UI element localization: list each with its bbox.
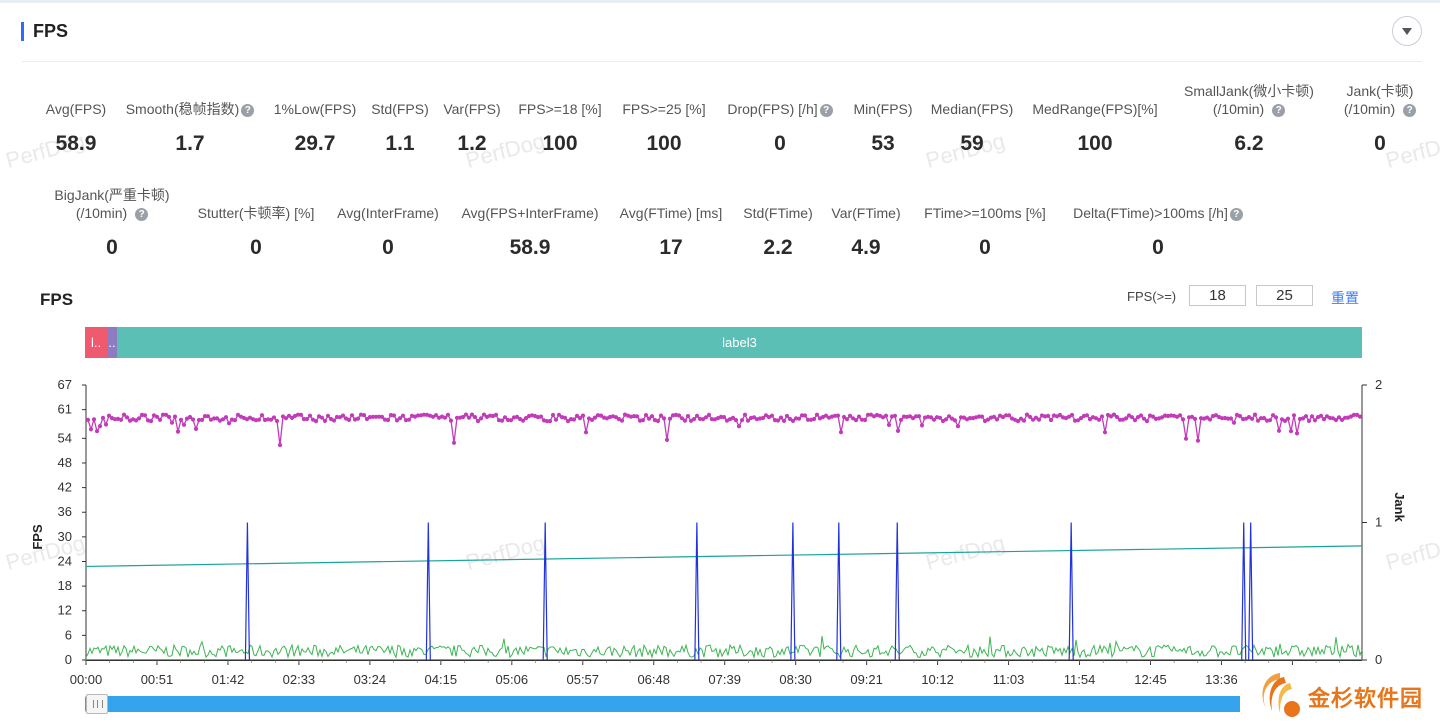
metric-value: 0: [382, 236, 394, 259]
metric-value: 100: [646, 132, 682, 155]
metric-value: 29.7: [294, 132, 336, 155]
metric-label: 1%Low(FPS): [273, 101, 357, 117]
metric-value: 0: [250, 236, 262, 259]
metric-label: FPS>=25 [%]: [622, 101, 706, 117]
metric-card: FTime>=100ms [%] 0: [885, 204, 1085, 260]
metric-label: Smooth(稳帧指数)?: [90, 100, 290, 118]
metric-label: FTime>=100ms [%]: [924, 205, 1046, 221]
metric-value: 0: [774, 132, 786, 155]
metric-label-unit: (/10min)?: [12, 204, 212, 222]
help-icon[interactable]: ?: [819, 104, 833, 117]
help-icon[interactable]: ?: [135, 208, 149, 221]
metric-label: Var(FPS): [443, 101, 501, 117]
metric-card: Avg(FPS) 58.9: [0, 100, 176, 156]
metric-value: 1.7: [175, 132, 205, 155]
panel-title: FPS: [33, 21, 69, 41]
metric-card: Avg(InterFrame) 0: [288, 204, 488, 260]
metric-label-unit: (/10min)?: [1149, 100, 1349, 118]
help-icon[interactable]: ?: [1272, 104, 1286, 117]
metric-value: 53: [871, 132, 895, 155]
timeline-scrollbar[interactable]: [85, 696, 1245, 712]
metric-label: Avg(InterFrame): [337, 205, 439, 221]
help-icon[interactable]: ?: [241, 104, 255, 117]
metric-value: 17: [659, 236, 683, 259]
metric-value: 100: [542, 132, 578, 155]
metric-card: Delta(FTime)>100ms [/h]? 0: [1058, 204, 1258, 260]
metric-label: MedRange(FPS)[%]: [1032, 101, 1158, 117]
metric-label: BigJank(严重卡顿): [54, 187, 170, 203]
metric-card: Jank(卡顿) (/10min)? 0: [1280, 82, 1440, 156]
metric-label: Avg(FTime) [ms]: [619, 205, 723, 221]
metric-card: SmallJank(微小卡顿) (/10min)? 6.2: [1149, 82, 1349, 156]
metric-label: Avg(FPS): [45, 101, 107, 117]
metric-card: Avg(FTime) [ms] 17: [571, 204, 771, 260]
metric-label: Jank(卡顿): [1346, 83, 1414, 99]
metric-card: Min(FPS) 53: [783, 100, 983, 156]
metric-value: 0: [979, 236, 991, 259]
metric-value: 0: [1152, 236, 1164, 259]
label-segment-1[interactable]: l..: [85, 327, 107, 358]
label-segment-2[interactable]: ..: [107, 327, 117, 358]
metric-card: Std(FPS) 1.1: [300, 100, 500, 156]
metric-label-unit: (/10min)?: [1280, 100, 1440, 118]
metric-value: 58.9: [509, 236, 551, 259]
metric-value: 59: [960, 132, 984, 155]
metric-value: 2.2: [763, 236, 793, 259]
metric-value: 1.2: [457, 132, 487, 155]
metric-value: 4.9: [851, 236, 881, 259]
metric-value: 0: [1374, 132, 1386, 155]
label-bar: l.. .. label3: [85, 327, 1362, 358]
metric-card: Smooth(稳帧指数)? 1.7: [90, 100, 290, 156]
brand-swirl-icon: [1262, 673, 1300, 717]
help-icon[interactable]: ?: [1403, 104, 1417, 117]
brand-logo: [1240, 665, 1440, 723]
help-icon[interactable]: ?: [1229, 208, 1243, 221]
metric-card: MedRange(FPS)[%] 100: [995, 100, 1195, 156]
metric-label: Avg(FPS+InterFrame): [461, 205, 599, 221]
metric-card: Drop(FPS) [/h]? 0: [680, 100, 880, 156]
metric-label: Min(FPS): [853, 101, 913, 117]
metric-card: Var(FPS) 1.2: [372, 100, 572, 156]
metric-label: Median(FPS): [930, 101, 1014, 117]
metric-card: 1%Low(FPS) 29.7: [215, 100, 415, 156]
metric-value: 1.1: [385, 132, 415, 155]
metric-card: Stutter(卡顿率) [%] 0: [156, 204, 356, 260]
metric-label: SmallJank(微小卡顿): [1184, 83, 1314, 99]
metric-card: FPS>=18 [%] 100: [460, 100, 660, 156]
metric-card: Avg(FPS+InterFrame) 58.9: [430, 204, 630, 260]
metric-label: Std(FTime): [743, 205, 813, 221]
metric-label: Std(FPS): [371, 101, 429, 117]
threshold-input-1[interactable]: [1189, 285, 1246, 306]
metric-value: 100: [1077, 132, 1113, 155]
divider: [22, 61, 1422, 62]
metric-card: Var(FTime) 4.9: [766, 204, 966, 260]
threshold-input-2[interactable]: [1256, 285, 1313, 306]
title-accent: [21, 22, 24, 41]
metric-card: BigJank(严重卡顿) (/10min)? 0: [12, 186, 212, 260]
metric-label: Stutter(卡顿率) [%]: [197, 205, 315, 221]
metric-label: Drop(FPS) [/h]?: [680, 100, 880, 118]
chart-title: FPS: [40, 290, 74, 309]
metric-label: FPS>=18 [%]: [518, 101, 602, 117]
scrollbar-handle[interactable]: [86, 694, 108, 714]
metric-label: Delta(FTime)>100ms [/h]?: [1058, 204, 1258, 222]
label-segment-3[interactable]: label3: [117, 327, 1362, 358]
threshold-label: FPS(>=): [1127, 289, 1177, 304]
collapse-chevron-icon[interactable]: [1392, 16, 1422, 46]
metric-label: Var(FTime): [831, 205, 901, 221]
metric-card: Std(FTime) 2.2: [678, 204, 878, 260]
metric-value: 6.2: [1234, 132, 1264, 155]
brand-text: 金杉软件园: [1308, 686, 1424, 711]
metric-value: 0: [106, 236, 118, 259]
metric-value: 58.9: [55, 132, 97, 155]
metric-card: Median(FPS) 59: [872, 100, 1072, 156]
metric-card: FPS>=25 [%] 100: [564, 100, 764, 156]
reset-button[interactable]: 重置: [1331, 290, 1359, 306]
